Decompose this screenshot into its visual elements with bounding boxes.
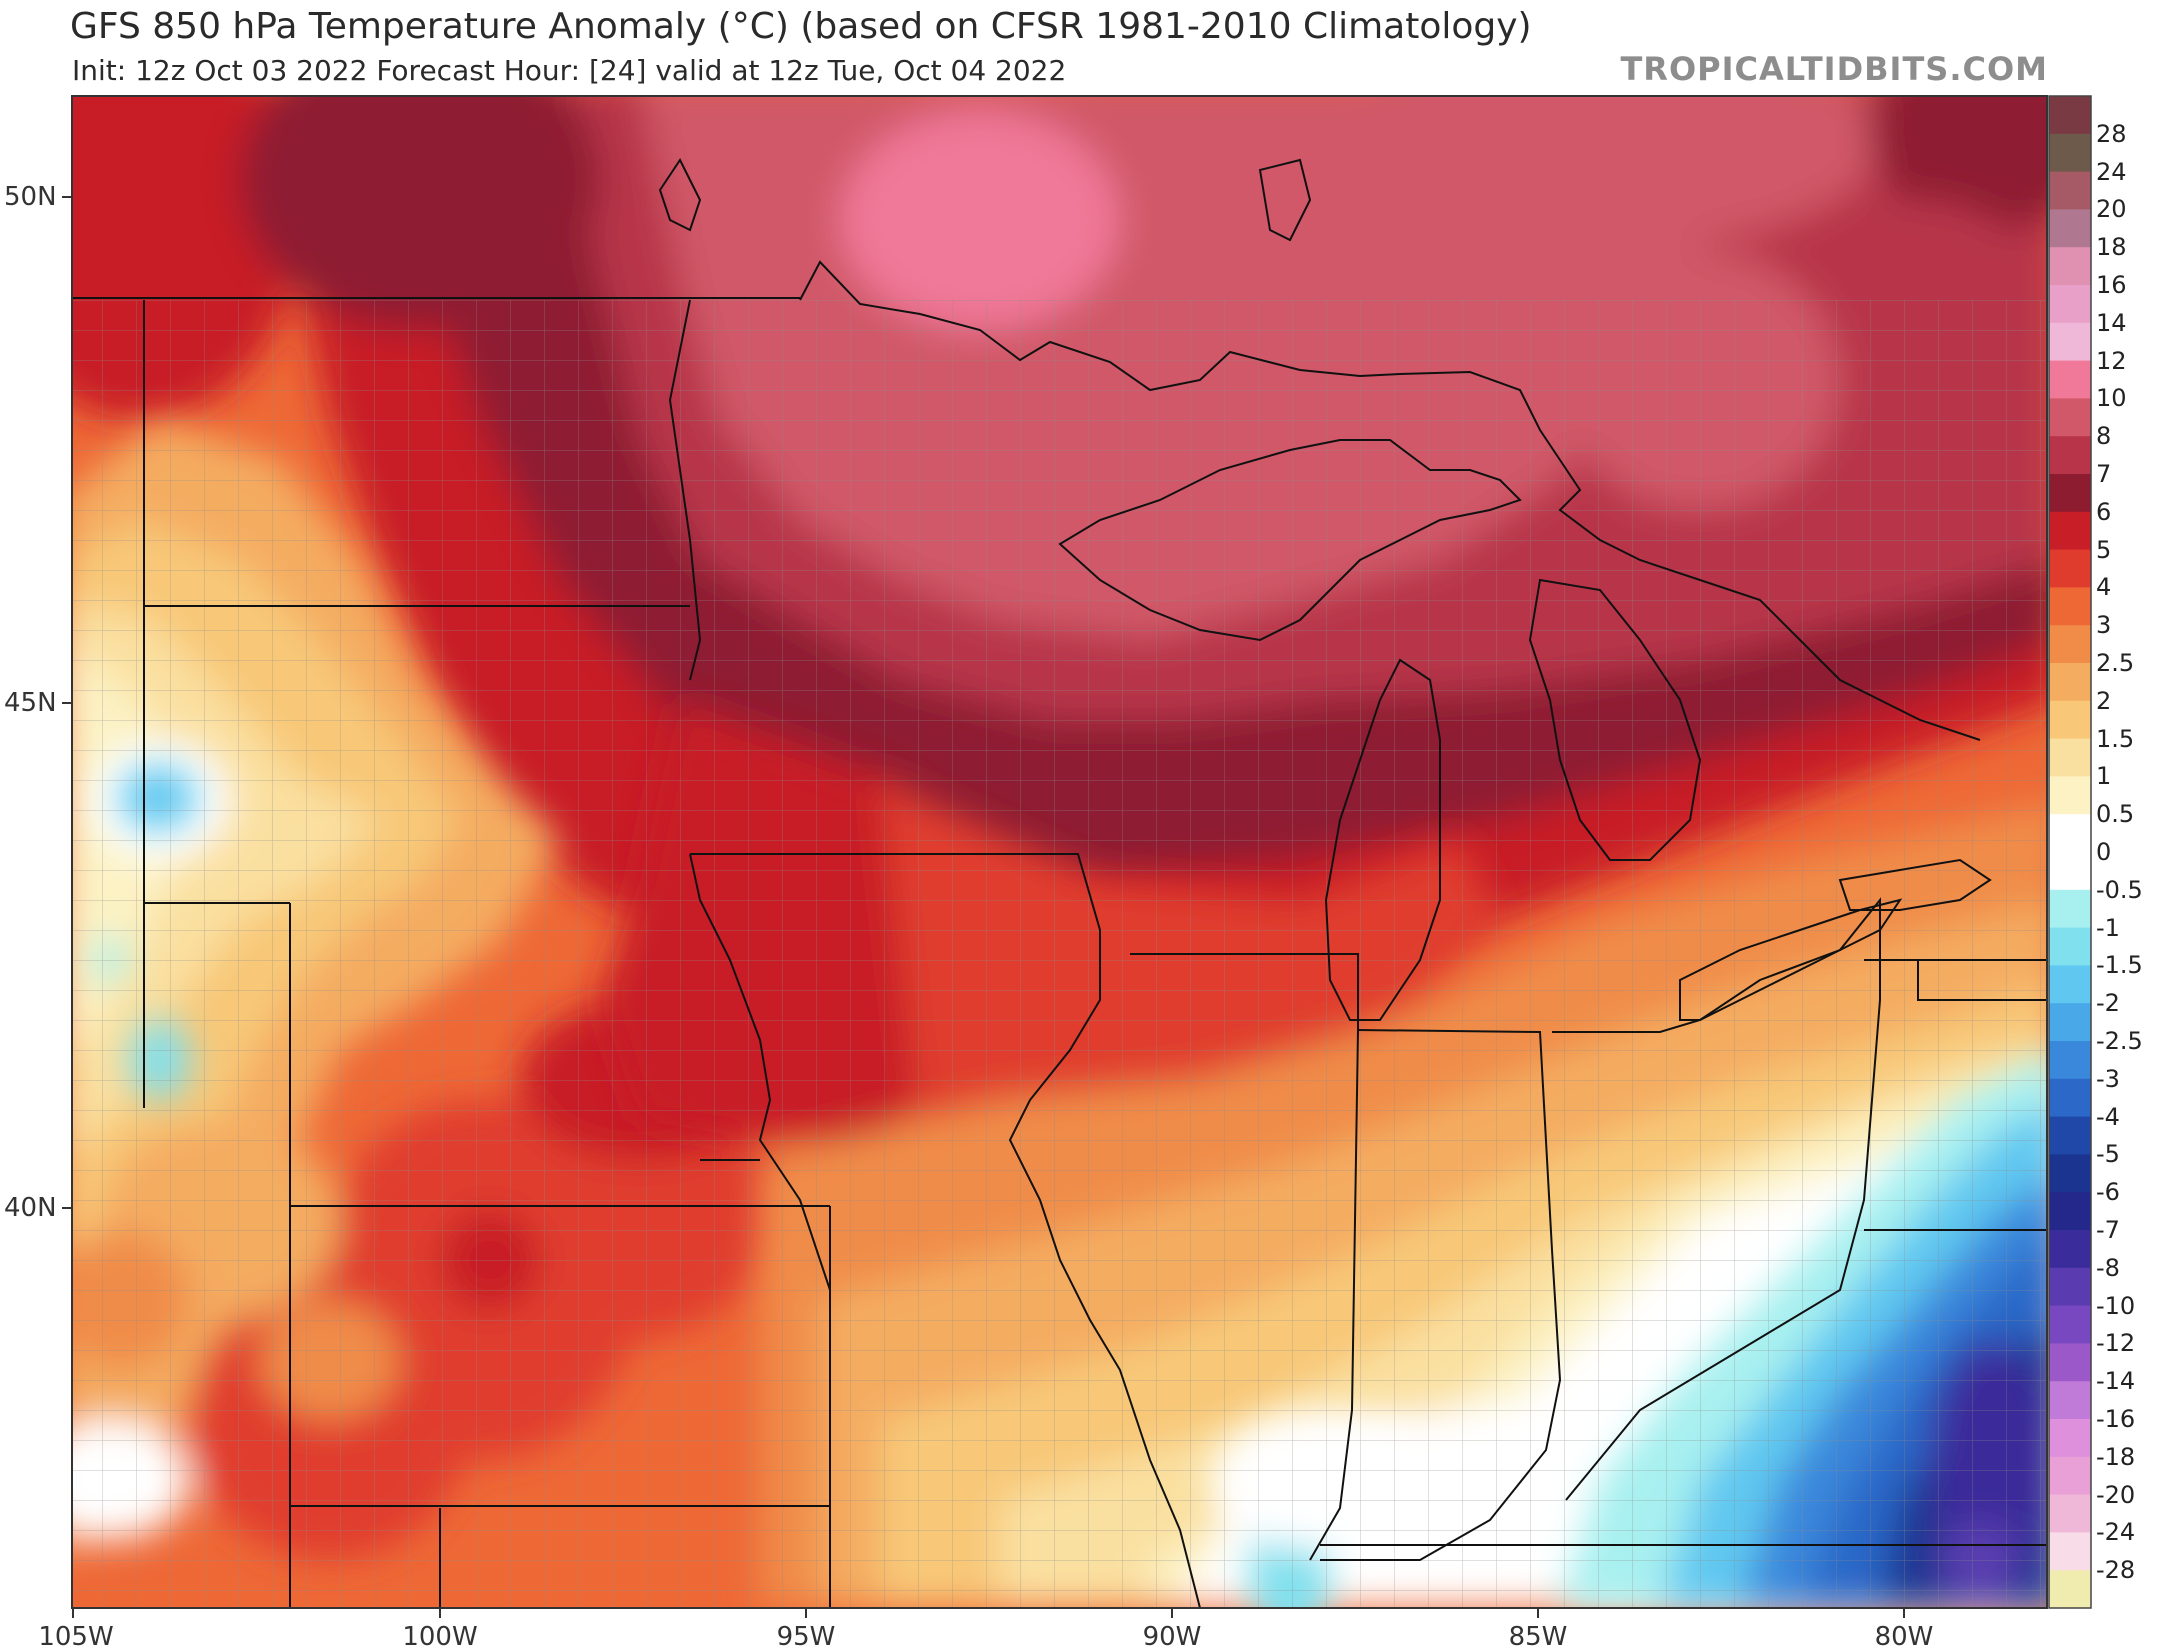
colorbar-swatch bbox=[2049, 133, 2091, 173]
colorbar-swatch bbox=[2049, 852, 2091, 891]
colorbar-swatch bbox=[2049, 474, 2091, 513]
lon-label-100w: 100W bbox=[402, 1622, 478, 1652]
colorbar-swatch bbox=[2049, 927, 2091, 966]
colorbar-tick-label: 0 bbox=[2096, 838, 2112, 866]
colorbar-swatch bbox=[2049, 700, 2091, 740]
colorbar-tick-label: 10 bbox=[2096, 384, 2127, 413]
map-title: GFS 850 hPa Temperature Anomaly (°C) (ba… bbox=[70, 6, 1532, 47]
colorbar-swatch bbox=[2049, 1230, 2091, 1269]
colorbar-tick-label: 20 bbox=[2096, 195, 2127, 224]
colorbar-swatch bbox=[2049, 1078, 2091, 1118]
colorbar-tick-label: -6 bbox=[2096, 1178, 2120, 1207]
colorbar-tick-label: 5 bbox=[2096, 535, 2112, 564]
colorbar-tick-label: -16 bbox=[2096, 1405, 2136, 1433]
colorbar-swatch bbox=[2049, 1532, 2091, 1571]
lon-label-90w: 90W bbox=[1142, 1622, 1202, 1652]
lon-label-95w: 95W bbox=[776, 1622, 836, 1652]
colorbar-tick-label: -2.5 bbox=[2096, 1027, 2143, 1055]
border-lines bbox=[72, 260, 2047, 1608]
colorbar-tick-label: -1 bbox=[2096, 913, 2120, 942]
colorbar-tick-label: 1 bbox=[2096, 762, 2112, 791]
colorbar-swatch bbox=[2049, 776, 2091, 815]
brand-watermark: TROPICALTIDBITS.COM bbox=[1620, 50, 2048, 88]
colorbar-swatch bbox=[2049, 511, 2091, 551]
colorbar-tick-label: 8 bbox=[2096, 422, 2112, 451]
lat-label-45n: 45N bbox=[4, 688, 57, 718]
colorbar-swatch bbox=[2049, 1003, 2091, 1042]
colorbar-swatch bbox=[2049, 1343, 2091, 1382]
colorbar-swatch bbox=[2049, 436, 2091, 475]
colorbar-swatch bbox=[2049, 1494, 2091, 1533]
colorbar-frame bbox=[2048, 95, 2092, 1609]
colorbar-tick-label: 28 bbox=[2096, 119, 2127, 148]
colorbar-swatch bbox=[2049, 965, 2091, 1004]
colorbar-swatch bbox=[2049, 587, 2091, 626]
colorbar-swatch bbox=[2049, 738, 2091, 777]
colorbar-swatch bbox=[2049, 1419, 2091, 1458]
colorbar-swatch bbox=[2049, 1192, 2091, 1231]
colorbar-tick-label: 0.5 bbox=[2096, 800, 2135, 829]
colorbar-swatch bbox=[2049, 1381, 2091, 1420]
colorbar-swatch bbox=[2049, 1154, 2091, 1193]
colorbar-swatch bbox=[2049, 814, 2091, 853]
colorbar-tick-label: -14 bbox=[2096, 1367, 2136, 1396]
lon-label-80w: 80W bbox=[1874, 1622, 1934, 1652]
colorbar-swatch bbox=[2049, 285, 2091, 324]
colorbar-tick-label: -1.5 bbox=[2096, 951, 2143, 980]
colorbar-swatch bbox=[2049, 889, 2091, 929]
colorbar-tick-label: 12 bbox=[2096, 346, 2127, 375]
colorbar-swatch bbox=[2049, 549, 2091, 588]
colorbar-swatch bbox=[2049, 171, 2091, 210]
colorbar-swatch bbox=[2049, 360, 2091, 399]
colorbar-tick-label: -24 bbox=[2096, 1518, 2136, 1547]
lon-label-85w: 85W bbox=[1508, 1622, 1568, 1652]
colorbar-swatch bbox=[2049, 1267, 2091, 1307]
colorbar-swatch bbox=[2049, 1041, 2091, 1080]
colorbar-tick-label: -20 bbox=[2096, 1480, 2136, 1509]
colorbar-tick-label: -12 bbox=[2096, 1329, 2136, 1358]
colorbar-tick-label: 14 bbox=[2096, 308, 2127, 337]
lat-label-40n: 40N bbox=[4, 1193, 57, 1223]
colorbar-tick-label: -8 bbox=[2096, 1253, 2120, 1282]
colorbar-tick-label: -0.5 bbox=[2096, 875, 2143, 904]
colorbar-swatch bbox=[2049, 1116, 2091, 1155]
colorbar-swatch bbox=[2049, 247, 2091, 286]
colorbar bbox=[2048, 95, 2092, 1609]
colorbar-swatch bbox=[2049, 398, 2091, 437]
lat-label-50n: 50N bbox=[4, 182, 57, 212]
axis-ticks bbox=[62, 196, 1905, 1618]
colorbar-tick-label: 1.5 bbox=[2096, 724, 2135, 753]
colorbar-tick-label: -5 bbox=[2096, 1140, 2120, 1169]
colorbar-swatch bbox=[2049, 209, 2091, 248]
colorbar-swatch bbox=[2049, 663, 2091, 702]
colorbar-tick-label: 2.5 bbox=[2096, 649, 2135, 677]
colorbar-tick-label: -18 bbox=[2096, 1442, 2136, 1471]
colorbar-swatch bbox=[2049, 1570, 2091, 1609]
colorbar-tick-label: 7 bbox=[2096, 460, 2112, 488]
colorbar-swatch bbox=[2049, 1305, 2091, 1344]
colorbar-swatch bbox=[2049, 625, 2091, 664]
colorbar-tick-label: 4 bbox=[2096, 573, 2112, 602]
colorbar-swatch bbox=[2049, 96, 2091, 135]
colorbar-tick-label: -2 bbox=[2096, 989, 2120, 1018]
colorbar-tick-label: 3 bbox=[2096, 611, 2112, 640]
anomaly-field bbox=[72, 96, 2047, 1608]
map-subtitle: Init: 12z Oct 03 2022 Forecast Hour: [24… bbox=[72, 54, 1067, 87]
colorbar-tick-label: 2 bbox=[2096, 686, 2112, 715]
colorbar-tick-label: 6 bbox=[2096, 497, 2112, 526]
colorbar-swatch bbox=[2049, 1456, 2091, 1496]
colorbar-tick-label: 18 bbox=[2096, 233, 2127, 262]
colorbar-tick-label: -10 bbox=[2096, 1291, 2136, 1320]
colorbar-tick-label: -7 bbox=[2096, 1216, 2120, 1244]
plot-frame bbox=[71, 95, 2048, 1609]
colorbar-tick-label: 16 bbox=[2096, 271, 2127, 299]
colorbar-tick-label: 24 bbox=[2096, 157, 2127, 186]
colorbar-tick-label: -4 bbox=[2096, 1102, 2120, 1131]
lon-label-105w: 105W bbox=[38, 1622, 114, 1652]
colorbar-tick-label: -28 bbox=[2096, 1556, 2136, 1585]
great-lakes bbox=[658, 158, 1992, 1021]
colorbar-tick-label: -3 bbox=[2096, 1064, 2120, 1093]
colorbar-swatch bbox=[2049, 322, 2091, 362]
